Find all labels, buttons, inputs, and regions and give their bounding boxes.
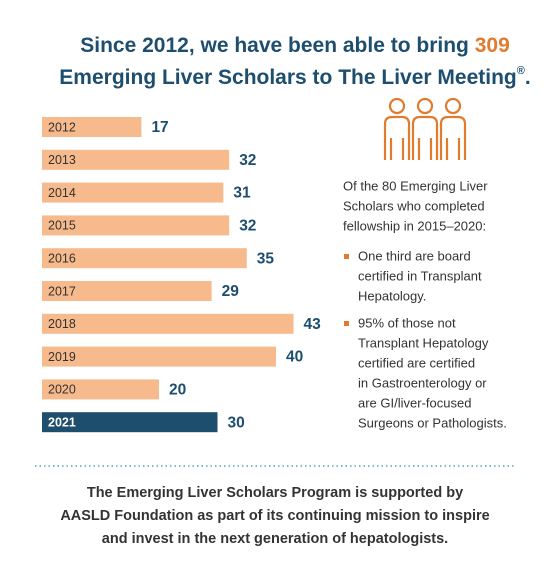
bar	[42, 281, 212, 301]
value-label: 32	[239, 217, 256, 234]
bullet-text: One third are board	[358, 248, 471, 263]
category-label: 2021	[48, 415, 76, 429]
bullet-text: Transplant Hepatology	[358, 335, 489, 350]
title-highlight: 309	[475, 34, 510, 57]
bullet-text: certified in Transplant	[358, 268, 482, 283]
bar	[42, 379, 159, 400]
value-label: 17	[151, 119, 168, 136]
side-intro: Scholars who completed	[343, 198, 485, 213]
value-label: 40	[286, 349, 303, 366]
title-text: Emerging Liver Scholars to The Liver Mee…	[59, 66, 516, 89]
bullet-text: Hepatology.	[358, 288, 426, 303]
footer-line: AASLD Foundation as part of its continui…	[60, 508, 489, 524]
value-label: 30	[228, 414, 245, 431]
bar	[42, 149, 230, 170]
category-label: 2016	[48, 251, 76, 265]
value-label: 29	[222, 283, 240, 300]
category-label: 2018	[48, 317, 76, 331]
value-label: 31	[233, 185, 251, 202]
bullet-marker	[344, 321, 349, 326]
value-label: 20	[169, 381, 186, 398]
category-label: 2017	[48, 284, 76, 298]
title-text: .	[525, 66, 531, 89]
category-label: 2013	[48, 153, 76, 167]
category-label: 2014	[48, 186, 76, 200]
bullet-text: in Gastroenterology or	[358, 375, 487, 390]
bar	[42, 412, 218, 433]
title-line: Since 2012, we have been able to bring 3…	[80, 34, 510, 57]
side-intro: fellowship in 2015–2020:	[343, 218, 486, 233]
bullet-text: 95% of those not	[358, 315, 456, 330]
bar	[42, 117, 142, 137]
side-intro: Of the 80 Emerging Liver	[343, 178, 488, 193]
title-line: Emerging Liver Scholars to The Liver Mee…	[59, 65, 530, 89]
value-label: 35	[257, 250, 275, 267]
bullet-text: are GI/liver-focused	[358, 395, 471, 410]
footer-line: and invest in the next generation of hep…	[102, 531, 448, 547]
category-label: 2015	[48, 219, 76, 233]
value-label: 32	[239, 152, 256, 169]
title-text: Since 2012, we have been able to bring	[80, 34, 474, 57]
value-label: 43	[304, 316, 322, 333]
bar	[42, 313, 294, 334]
category-label: 2019	[48, 350, 76, 364]
bar	[42, 346, 276, 367]
people-icon	[383, 97, 467, 160]
footer-line: The Emerging Liver Scholars Program is s…	[87, 485, 463, 501]
category-label: 2012	[48, 120, 76, 134]
bullet-text: Surgeons or Pathologists.	[358, 415, 507, 430]
bar	[42, 248, 247, 269]
bullet-text: certified are certified	[358, 355, 475, 370]
category-label: 2020	[48, 383, 76, 397]
title-mark: ®	[517, 65, 525, 77]
bullet-marker	[344, 254, 349, 259]
bar	[42, 215, 230, 236]
bar	[42, 182, 224, 203]
